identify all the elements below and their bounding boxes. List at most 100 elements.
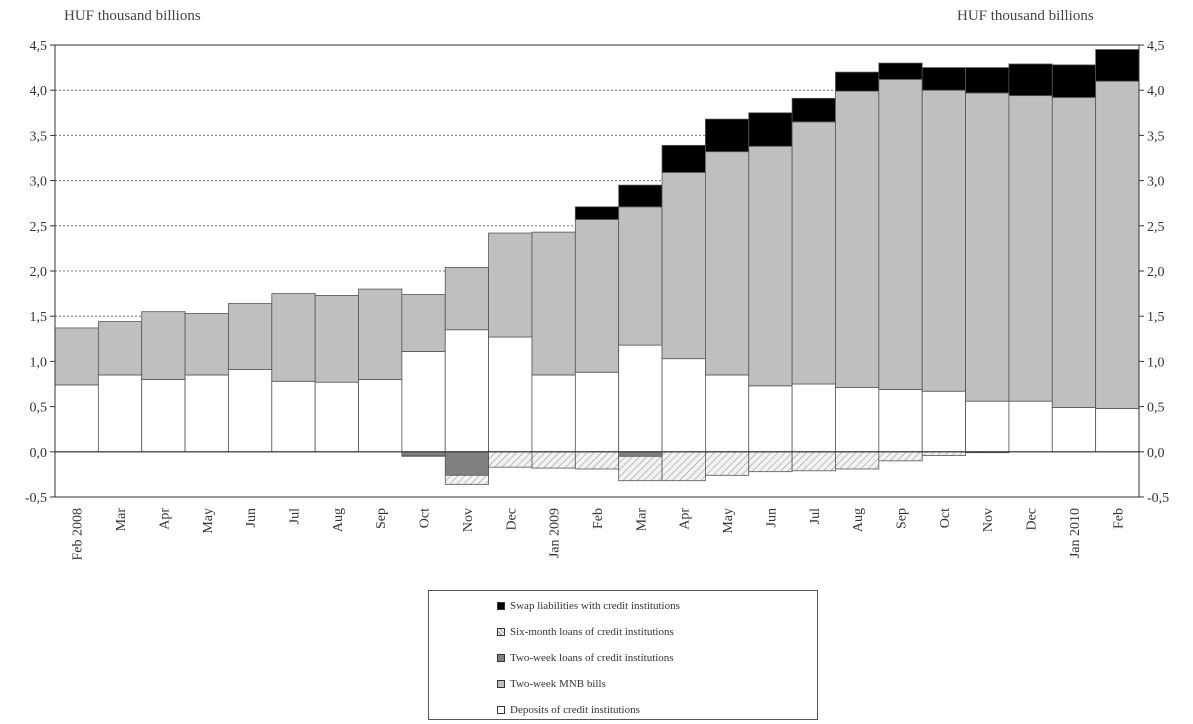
legend-label: Six-month loans of credit institutions (510, 626, 674, 638)
bar-deposits (184, 374, 229, 453)
bar-six-month (748, 451, 793, 473)
legend-swatch (497, 628, 505, 636)
y-tick-label-left: 4,0 (30, 84, 48, 99)
right-axis-unit-label: HUF thousand billions (957, 8, 1094, 24)
x-category-label: Apr (678, 508, 693, 530)
bar-deposits (1008, 400, 1053, 453)
y-tick-label-left: 0,5 (30, 401, 48, 416)
y-tick-label-left: 1,0 (30, 355, 48, 370)
bar-deposits (228, 369, 273, 453)
bar-six-month (401, 455, 446, 457)
bar-deposits (661, 358, 706, 453)
x-category-label: Jul (808, 508, 823, 524)
bar-deposits (878, 389, 923, 453)
bar-mnb-bills (705, 151, 750, 376)
bar-mnb-bills (791, 121, 836, 385)
bar-swap (921, 67, 966, 91)
bar-deposits (618, 344, 663, 453)
legend-label: Two-week MNB bills (510, 678, 606, 690)
bar-mnb-bills (1008, 95, 1053, 402)
x-category-label: May (201, 508, 216, 534)
bar-two-week-loans (618, 451, 663, 457)
legend-item-mnb-bills: Two-week MNB bills (497, 677, 606, 691)
x-category-label: Sep (895, 508, 910, 529)
x-category-label: Sep (374, 508, 389, 529)
bar-deposits (705, 374, 750, 453)
x-category-label: Jun (764, 508, 779, 527)
y-tick-label-right: 0,5 (1147, 401, 1165, 416)
x-category-label: Nov (981, 508, 996, 532)
legend-swatch (497, 602, 505, 610)
y-tick-label-right: 1,0 (1147, 355, 1165, 370)
bar-swap (574, 206, 620, 220)
y-tick-label-right: 3,0 (1147, 175, 1165, 190)
bar-deposits (1051, 407, 1097, 453)
bar-swap (1008, 63, 1053, 97)
x-category-label: Feb (1111, 508, 1126, 529)
bar-deposits (271, 380, 316, 453)
bar-swap (791, 97, 836, 123)
bar-deposits (921, 390, 966, 453)
x-category-label: Aug (851, 508, 866, 532)
bar-deposits (141, 379, 186, 453)
bar-deposits (314, 381, 359, 453)
legend-item-swap: Swap liabilities with credit institution… (497, 599, 680, 613)
y-tick-label-left: 1,5 (30, 310, 48, 325)
bar-mnb-bills (921, 89, 966, 392)
x-category-label: Dec (1025, 508, 1040, 531)
bar-six-month (444, 474, 489, 485)
legend-swatch (497, 654, 505, 662)
bar-six-month (618, 455, 663, 482)
bar-six-month (531, 451, 576, 469)
bar-six-month (791, 451, 836, 472)
bar-swap (618, 184, 663, 208)
x-category-label: Dec (504, 508, 519, 531)
x-category-label: Jul (287, 508, 302, 524)
bar-six-month (878, 451, 923, 462)
bar-six-month (574, 451, 620, 470)
bar-two-week-loans (444, 451, 489, 476)
bar-swap (661, 144, 706, 173)
bar-mnb-bills (141, 311, 186, 380)
bar-mnb-bills (358, 288, 403, 380)
legend-item-six-month: Six-month loans of credit institutions (497, 625, 674, 639)
plot-frame (54, 44, 1140, 498)
bar-deposits (358, 379, 403, 453)
bar-deposits (531, 374, 576, 453)
x-category-label: Oct (418, 508, 433, 528)
bar-mnb-bills (401, 294, 446, 352)
x-category-label: Nov (461, 508, 476, 532)
y-tick-label-right: 3,5 (1147, 129, 1165, 144)
bar-deposits (54, 384, 99, 453)
bar-mnb-bills (54, 327, 99, 386)
bar-mnb-bills (314, 295, 359, 383)
x-category-label: Feb (591, 508, 606, 529)
bar-mnb-bills (965, 92, 1010, 402)
bars (54, 49, 1140, 485)
legend-label: Deposits of credit institutions (510, 704, 640, 716)
legend-label: Two-week loans of credit institutions (510, 652, 674, 664)
bar-mnb-bills (618, 206, 663, 346)
bar-mnb-bills (661, 172, 706, 360)
bar-deposits (1095, 408, 1140, 453)
y-tick-label-right: 4,5 (1147, 39, 1165, 54)
bar-mnb-bills (444, 266, 489, 331)
legend-label: Swap liabilities with credit institution… (510, 600, 680, 612)
y-tick-label-left: 4,5 (30, 39, 48, 54)
bar-deposits (748, 385, 793, 453)
bar-six-month (705, 451, 750, 476)
bar-mnb-bills (574, 219, 620, 373)
x-category-label: Jan 2009 (548, 508, 563, 558)
bar-mnb-bills (271, 293, 316, 382)
y-tick-label-right: 2,5 (1147, 220, 1165, 235)
y-tick-label-right: 2,0 (1147, 265, 1165, 280)
bar-mnb-bills (531, 231, 576, 376)
bar-mnb-bills (835, 90, 880, 389)
x-category-label: Aug (331, 508, 346, 532)
bar-mnb-bills (1051, 97, 1097, 408)
tick-labels: -0,5 -0,5 0,0 0,0 0,5 0,5 1,0 1,0 1,5 1,5 2,0 2,0 2,… (25, 39, 1169, 561)
y-tick-label-right: 1,5 (1147, 310, 1165, 325)
bar-mnb-bills (748, 145, 793, 387)
bar-swap (1051, 64, 1097, 98)
x-category-label: Feb 2008 (71, 508, 86, 561)
